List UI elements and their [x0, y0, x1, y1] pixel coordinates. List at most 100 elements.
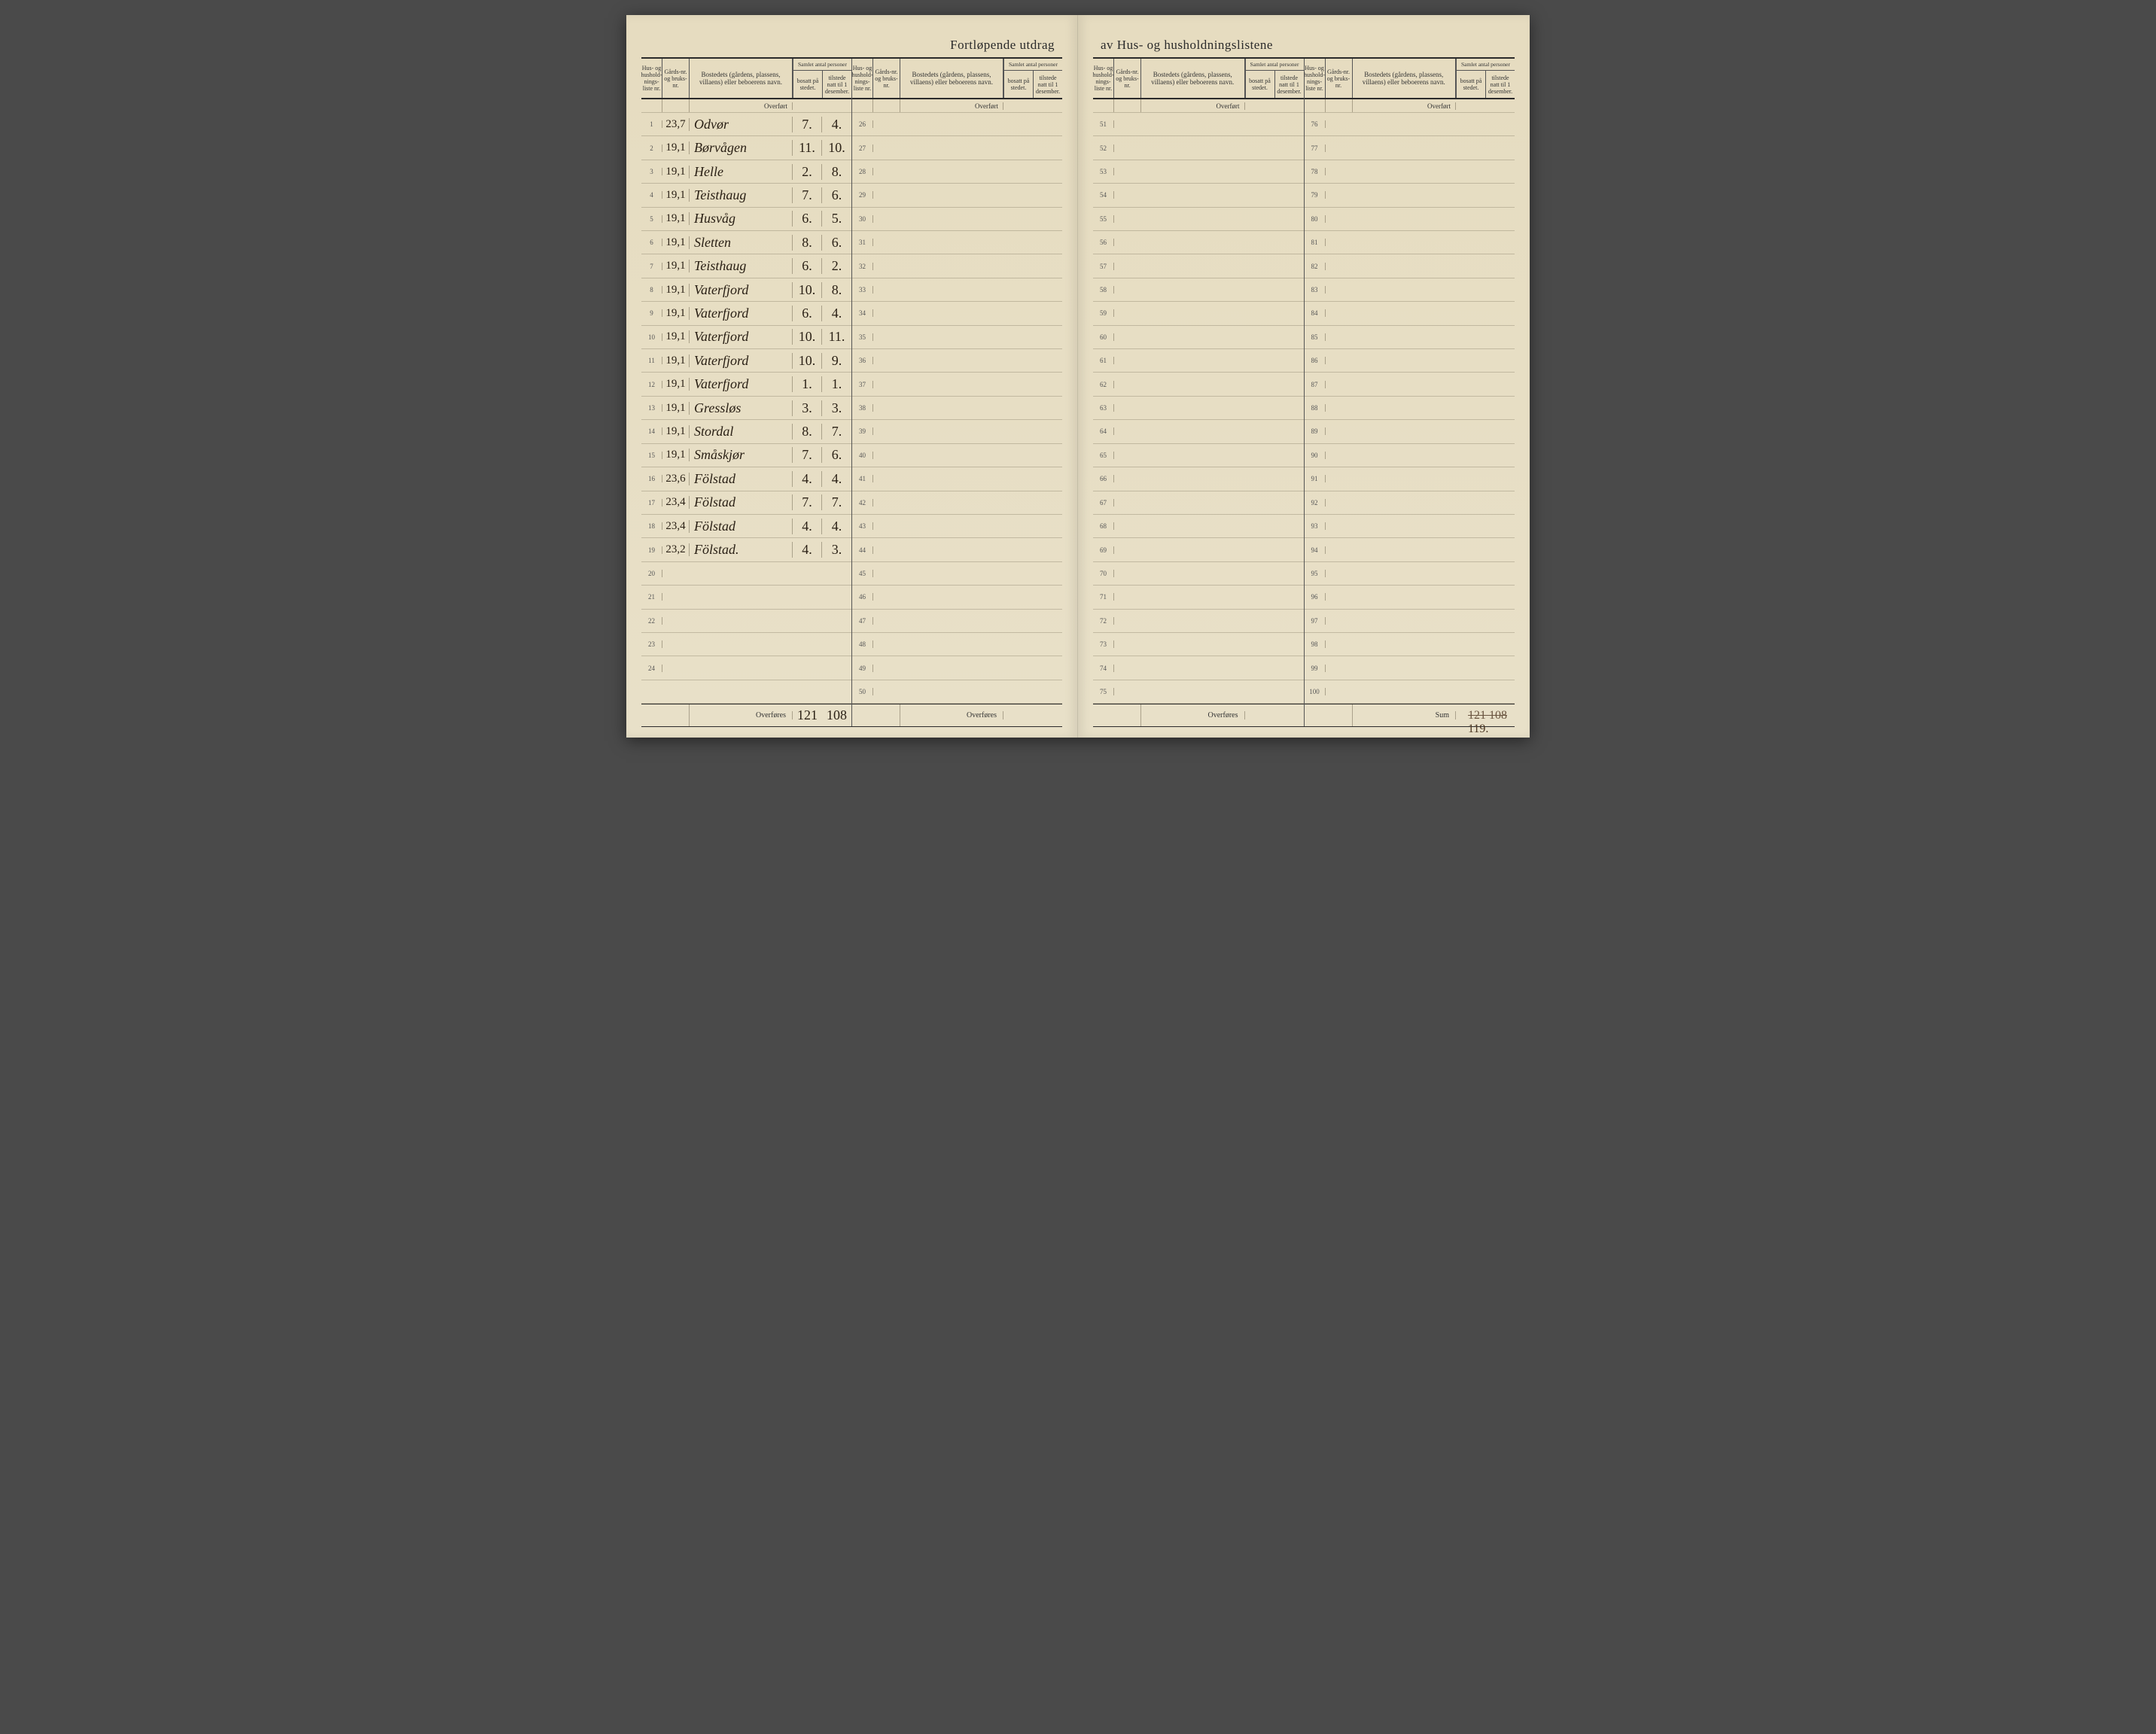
cell-nr: 72: [1093, 617, 1114, 625]
table-row: 48: [852, 633, 1062, 656]
cell-bosatt: 4.: [793, 519, 822, 534]
cell-nr: 98: [1305, 640, 1326, 648]
cell-nr: 94: [1305, 546, 1326, 554]
cell-bosatt: 7.: [793, 447, 822, 463]
cell-gard: 19,1: [662, 189, 690, 202]
cell-gard: 19,1: [662, 166, 690, 178]
cell-gard: 19,1: [662, 378, 690, 391]
overfort-row: Overført: [852, 99, 1062, 113]
hdr-nr: Hus- og hushold-nings-liste nr.: [1093, 59, 1114, 98]
footer-tilstede: 108: [822, 707, 851, 723]
table-row: 40: [852, 444, 1062, 467]
table-row: 519,1Husvåg6.5.: [641, 208, 851, 231]
table-row: 100: [1305, 680, 1515, 704]
cell-bosted: Sletten: [690, 235, 793, 251]
table-row: 39: [852, 420, 1062, 443]
cell-nr: 3: [641, 168, 662, 175]
hdr-tilstede: tilstede natt til 1 desember.: [822, 71, 851, 98]
left-page: Fortløpende utdrag Hus- og hushold-nings…: [626, 15, 1078, 738]
cell-nr: 49: [852, 665, 873, 672]
cell-bosted: Fölstad: [690, 519, 793, 534]
cell-nr: 61: [1093, 357, 1114, 364]
table-row: 1823,4Fölstad4.4.: [641, 515, 851, 538]
cell-tilstede: 6.: [822, 447, 851, 463]
cell-gard: 23,7: [662, 118, 690, 131]
cell-gard: 19,1: [662, 449, 690, 461]
cell-tilstede: 3.: [822, 400, 851, 416]
cell-nr: 97: [1305, 617, 1326, 625]
cell-bosted: Odvør: [690, 117, 793, 132]
table-row: 92: [1305, 491, 1515, 515]
cell-nr: 14: [641, 427, 662, 435]
footer-bosatt: 121: [793, 707, 822, 723]
table-row: 219,1Børvågen11.10.: [641, 136, 851, 160]
table-row: 56: [1093, 231, 1304, 254]
hdr-samlet-top: Samlet antal personer: [793, 59, 851, 71]
cell-bosted: Vaterfjord: [690, 353, 793, 369]
overfort-label: Overført: [1353, 102, 1457, 110]
cell-bosatt: 1.: [793, 376, 822, 392]
hdr-bosted: Bostedets (gårdens, plassens, villaens) …: [1353, 59, 1457, 98]
cell-nr: 87: [1305, 381, 1326, 388]
cell-nr: 76: [1305, 120, 1326, 128]
rows-container: 7677787980818283848586878889909192939495…: [1305, 113, 1515, 704]
cell-gard: 23,2: [662, 543, 690, 556]
cell-nr: 54: [1093, 191, 1114, 199]
cell-bosatt: 7.: [793, 117, 822, 132]
table-row: 95: [1305, 562, 1515, 586]
cell-nr: 2: [641, 144, 662, 152]
cell-nr: 43: [852, 522, 873, 530]
table-row: 69: [1093, 538, 1304, 561]
cell-bosted: Børvågen: [690, 140, 793, 156]
table-row: 1923,2Fölstad.4.3.: [641, 538, 851, 561]
hdr-bosatt: bosatt på stedet.: [1245, 71, 1274, 98]
table-row: 75: [1093, 680, 1304, 704]
cell-nr: 50: [852, 688, 873, 695]
cell-nr: 79: [1305, 191, 1326, 199]
cell-nr: 6: [641, 239, 662, 246]
table-row: 27: [852, 136, 1062, 160]
cell-nr: 33: [852, 286, 873, 294]
cell-nr: 93: [1305, 522, 1326, 530]
table-row: 53: [1093, 160, 1304, 184]
cell-nr: 78: [1305, 168, 1326, 175]
cell-nr: 57: [1093, 263, 1114, 270]
column-headers: Hus- og hushold-nings-liste nr.Gårds-nr.…: [1305, 59, 1515, 99]
cell-nr: 21: [641, 593, 662, 601]
cell-nr: 23: [641, 640, 662, 648]
cell-nr: 37: [852, 381, 873, 388]
cell-gard: 19,1: [662, 354, 690, 367]
cell-nr: 27: [852, 144, 873, 152]
table-row: 76: [1305, 113, 1515, 136]
hdr-bosatt: bosatt på stedet.: [793, 71, 822, 98]
table-row: 66: [1093, 467, 1304, 491]
cell-nr: 44: [852, 546, 873, 554]
overfort-label: Overført: [1141, 102, 1245, 110]
cell-tilstede: 4.: [822, 117, 851, 132]
cell-tilstede: 1.: [822, 376, 851, 392]
cell-tilstede: 6.: [822, 235, 851, 251]
table-row: 59: [1093, 302, 1304, 325]
cell-nr: 13: [641, 404, 662, 412]
sum-below: 119.: [1468, 722, 1488, 735]
cell-tilstede: 8.: [822, 282, 851, 298]
cell-nr: 41: [852, 475, 873, 482]
cell-nr: 68: [1093, 522, 1114, 530]
cell-bosted: Teisthaug: [690, 258, 793, 274]
table-row: 1419,1Stordal8.7.: [641, 420, 851, 443]
right-page: av Hus- og husholdningslistene Hus- og h…: [1078, 15, 1530, 738]
table-row: 58: [1093, 278, 1304, 302]
hdr-bosted: Bostedets (gårdens, plassens, villaens) …: [690, 59, 793, 98]
cell-nr: 42: [852, 499, 873, 507]
ledger-panel: Hus- og hushold-nings-liste nr.Gårds-nr.…: [1304, 59, 1515, 726]
table-row: 78: [1305, 160, 1515, 184]
cell-tilstede: 4.: [822, 471, 851, 487]
table-row: 619,1Sletten8.6.: [641, 231, 851, 254]
table-row: 60: [1093, 326, 1304, 349]
cell-gard: 19,1: [662, 307, 690, 320]
hdr-bosted: Bostedets (gårdens, plassens, villaens) …: [1141, 59, 1245, 98]
rows-container: 123,7Odvør7.4.219,1Børvågen11.10.319,1He…: [641, 113, 851, 704]
table-row: 1219,1Vaterfjord1.1.: [641, 373, 851, 396]
table-row: 22: [641, 610, 851, 633]
cell-tilstede: 2.: [822, 258, 851, 274]
